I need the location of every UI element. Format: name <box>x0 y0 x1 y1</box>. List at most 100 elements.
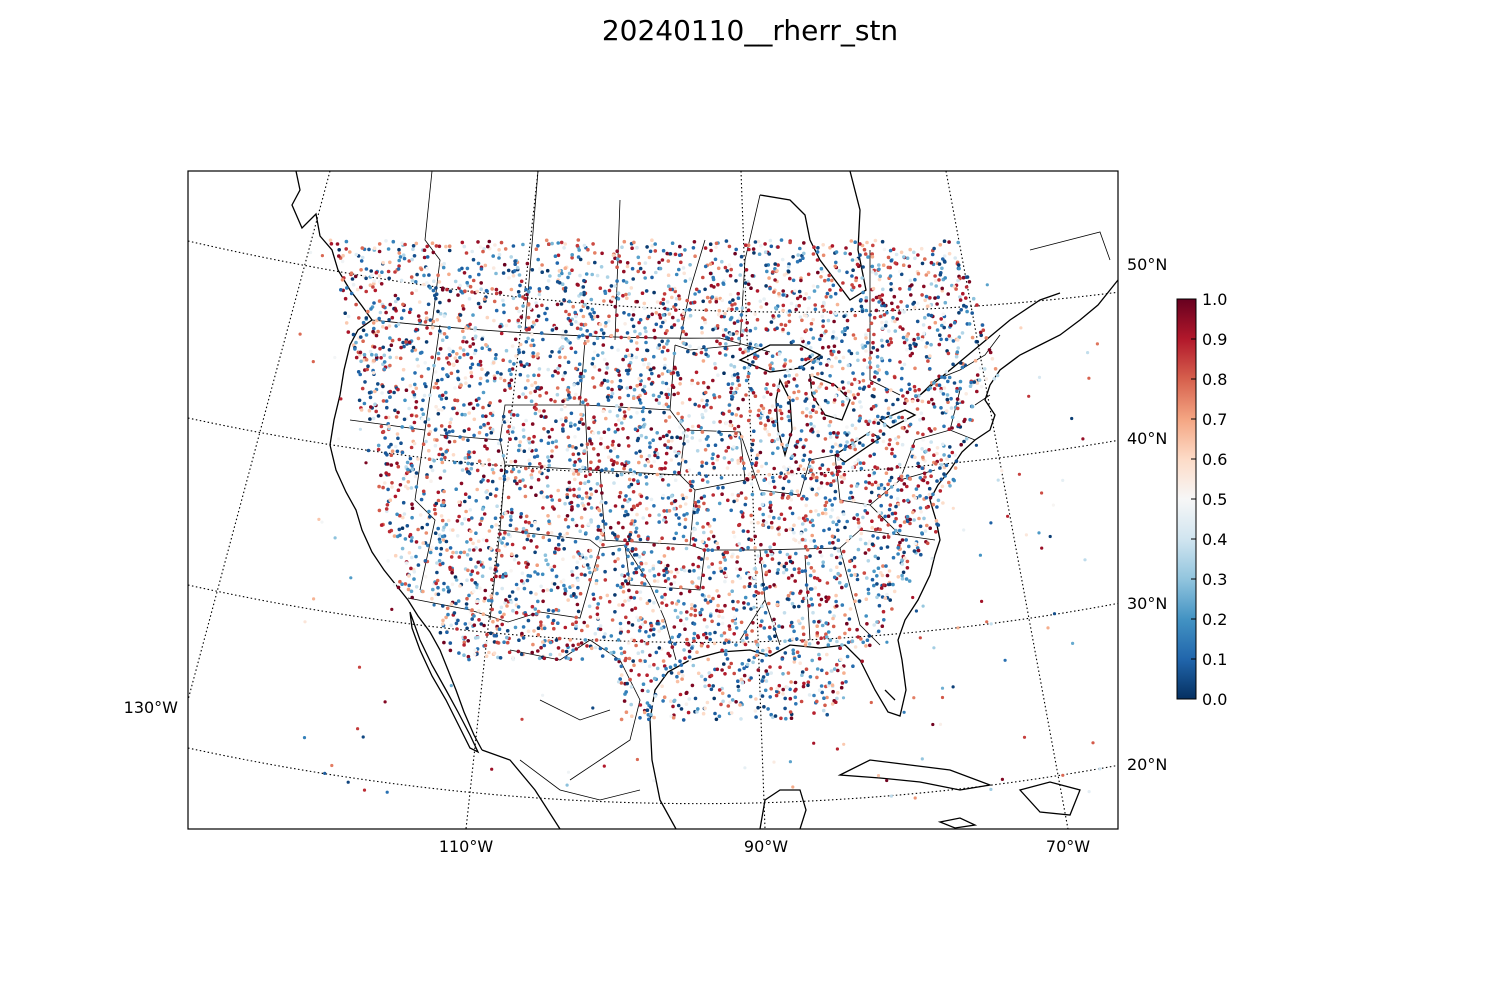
station-point <box>381 325 385 329</box>
station-point <box>513 262 517 267</box>
station-point <box>891 555 896 560</box>
station-point <box>919 246 924 251</box>
station-point <box>413 382 417 387</box>
station-point <box>431 587 435 592</box>
station-point <box>359 408 364 412</box>
station-point <box>903 418 908 422</box>
station-point <box>583 398 588 402</box>
station-point <box>530 604 535 609</box>
station-point <box>674 272 679 277</box>
station-point <box>646 362 651 366</box>
station-point <box>810 353 815 357</box>
station-point <box>839 555 843 559</box>
station-point <box>779 716 783 721</box>
station-point <box>912 384 917 389</box>
station-point <box>570 584 575 588</box>
station-point <box>550 621 555 625</box>
station-point <box>573 460 577 464</box>
station-point <box>823 278 827 283</box>
station-point <box>783 323 788 328</box>
station-point <box>754 653 759 658</box>
station-point <box>636 651 641 655</box>
station-point <box>441 618 445 623</box>
station-point <box>934 284 938 288</box>
station-point <box>681 718 686 722</box>
station-point <box>861 290 865 295</box>
station-point <box>376 329 380 334</box>
station-point <box>732 364 737 369</box>
station-point <box>830 534 835 539</box>
station-point <box>705 700 710 705</box>
station-point <box>674 308 678 312</box>
station-point <box>755 649 760 654</box>
station-point <box>774 693 779 698</box>
station-point <box>529 523 534 528</box>
station-point <box>514 610 519 615</box>
station-point <box>753 566 758 571</box>
station-point <box>455 519 460 523</box>
station-point <box>734 247 738 252</box>
station-point <box>696 585 700 590</box>
station-point <box>374 333 379 338</box>
station-point <box>493 356 498 361</box>
station-point <box>615 368 620 373</box>
station-point <box>662 695 667 699</box>
station-point <box>416 336 421 341</box>
station-point <box>736 375 740 380</box>
station-point <box>721 485 725 490</box>
station-point <box>445 287 449 292</box>
station-point <box>820 463 825 467</box>
station-point <box>540 640 545 644</box>
station-point <box>680 415 684 420</box>
station-point <box>522 449 527 454</box>
station-point <box>886 482 890 487</box>
station-point <box>498 538 503 542</box>
station-point <box>916 484 921 488</box>
station-point <box>713 257 718 262</box>
station-point <box>366 448 371 453</box>
station-point <box>669 570 674 574</box>
station-point <box>357 316 361 320</box>
station-point <box>775 269 779 273</box>
station-point <box>723 603 727 608</box>
station-point <box>812 245 816 249</box>
station-point <box>876 556 880 561</box>
station-point <box>865 511 870 515</box>
station-point <box>840 480 844 485</box>
station-point <box>737 383 742 388</box>
station-point <box>609 634 614 638</box>
station-point <box>730 412 734 416</box>
station-point <box>891 308 895 312</box>
station-point <box>411 345 416 350</box>
station-point <box>679 591 683 596</box>
station-point <box>503 571 508 576</box>
station-point <box>772 383 776 388</box>
station-point <box>457 514 461 519</box>
station-point <box>763 426 767 431</box>
station-point <box>737 668 742 672</box>
station-point <box>834 336 839 341</box>
station-point <box>661 699 665 703</box>
station-point <box>987 348 992 352</box>
station-point <box>735 372 740 376</box>
station-point <box>789 680 793 684</box>
station-point <box>444 396 449 401</box>
station-point <box>716 266 721 271</box>
station-point <box>401 253 406 257</box>
station-point <box>584 491 589 495</box>
station-point <box>666 387 671 392</box>
station-point <box>802 681 806 686</box>
station-point <box>706 657 710 662</box>
station-point <box>657 513 661 517</box>
station-point <box>570 569 574 574</box>
station-point <box>447 440 452 444</box>
station-point <box>465 352 470 357</box>
station-point <box>940 484 945 489</box>
station-point <box>580 657 585 661</box>
station-point <box>838 359 842 364</box>
station-point <box>464 251 469 255</box>
station-point <box>534 448 538 453</box>
station-point <box>800 365 804 370</box>
station-point <box>954 459 959 464</box>
